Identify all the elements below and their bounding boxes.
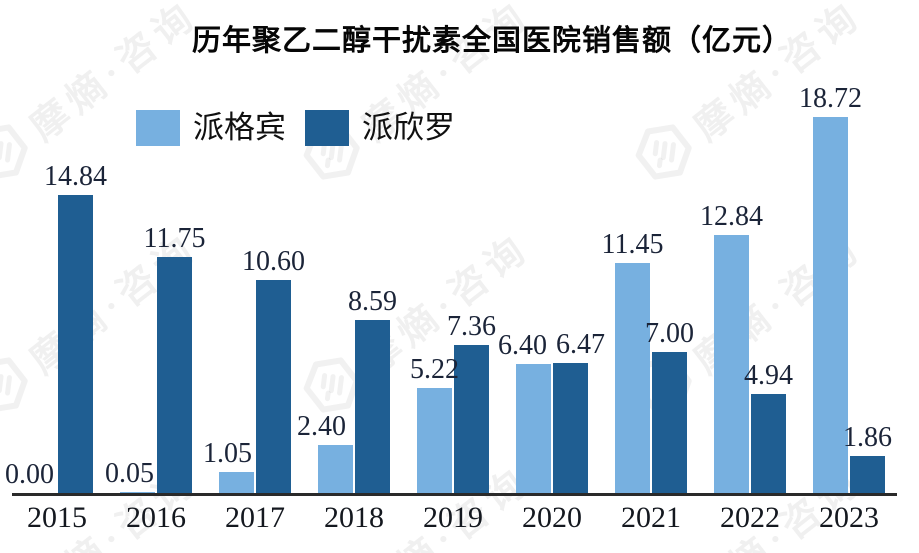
bar-group-2016: 0.05 11.75 (105, 224, 205, 493)
value-label-派欣罗-2021: 7.00 (645, 318, 694, 349)
value-label-派格宾-2019: 5.22 (410, 354, 459, 385)
bar-派欣罗-2018 (355, 320, 390, 493)
legend-label-series2: 派欣罗 (362, 110, 455, 145)
legend-label-series1: 派格宾 (193, 110, 286, 145)
x-axis-label-2021: 2021 (621, 501, 681, 534)
x-axis-line (12, 493, 897, 496)
x-axis-label-2015: 2015 (27, 501, 87, 534)
x-axis-label-2020: 2020 (522, 501, 582, 534)
bar-派格宾-2022 (714, 235, 749, 493)
bar-派格宾-2017 (219, 472, 254, 493)
x-axis-label-2019: 2019 (423, 501, 483, 534)
bar-派格宾-2019 (417, 388, 452, 493)
bar-group-2021: 11.45 7.00 (602, 230, 694, 493)
bar-派格宾-2020 (516, 364, 551, 493)
bar-group-2022: 12.84 4.94 (700, 202, 793, 493)
value-label-派格宾-2016: 0.05 (105, 458, 154, 489)
bar-派欣罗-2023 (850, 456, 885, 493)
legend-swatch-series1 (136, 110, 180, 146)
bar-派格宾-2023 (813, 117, 848, 493)
bar-group-2015: 0.00 14.84 (5, 162, 107, 493)
bar-group-2019: 5.22 7.36 (410, 312, 496, 493)
legend-swatch-series2 (305, 110, 349, 146)
value-label-派欣罗-2023: 1.86 (843, 422, 892, 453)
legend: 派格宾 派欣罗 (136, 110, 455, 146)
bar-派欣罗-2016 (157, 257, 192, 493)
bar-派欣罗-2021 (652, 352, 687, 493)
value-label-派欣罗-2015: 14.84 (44, 161, 107, 192)
x-axis-label-2023: 2023 (819, 501, 879, 534)
value-label-派格宾-2015: 0.00 (5, 459, 54, 490)
x-axis-label-2017: 2017 (225, 501, 285, 534)
bar-派格宾-2016 (120, 492, 155, 493)
bar-派欣罗-2019 (454, 345, 489, 493)
x-axis-label-2018: 2018 (324, 501, 384, 534)
value-label-派格宾-2021: 11.45 (601, 229, 664, 260)
bar-派欣罗-2015 (58, 195, 93, 493)
bar-派格宾-2021 (615, 263, 650, 493)
moentropy-hexagon-logo (622, 110, 709, 198)
value-label-派欣罗-2018: 8.59 (348, 286, 397, 317)
chart-title: 历年聚乙二醇干扰素全国医院销售额（亿元） (191, 25, 792, 57)
bar-group-2020: 6.40 6.47 (498, 330, 605, 493)
x-axis-label-2022: 2022 (720, 501, 780, 534)
value-label-派格宾-2018: 2.40 (297, 411, 346, 442)
value-label-派欣罗-2019: 7.36 (447, 311, 496, 342)
value-label-派欣罗-2017: 10.60 (242, 246, 305, 277)
value-label-派格宾-2023: 18.72 (799, 83, 862, 114)
x-axis-label-2016: 2016 (126, 501, 186, 534)
value-label-派格宾-2022: 12.84 (700, 201, 763, 232)
bar-派欣罗-2022 (751, 394, 786, 493)
bar-派欣罗-2020 (553, 363, 588, 493)
bar-派格宾-2018 (318, 445, 353, 493)
value-label-派欣罗-2020: 6.47 (556, 329, 605, 360)
value-label-派格宾-2020: 6.40 (498, 330, 547, 361)
bar-派欣罗-2017 (256, 280, 291, 493)
value-label-派欣罗-2016: 11.75 (143, 223, 206, 254)
bar-group-2018: 2.40 8.59 (297, 287, 397, 493)
bar-group-2017: 1.05 10.60 (203, 247, 305, 493)
bar-group-2023: 18.72 1.86 (799, 84, 892, 493)
value-label-派欣罗-2022: 4.94 (744, 360, 793, 391)
value-label-派格宾-2017: 1.05 (203, 438, 252, 469)
